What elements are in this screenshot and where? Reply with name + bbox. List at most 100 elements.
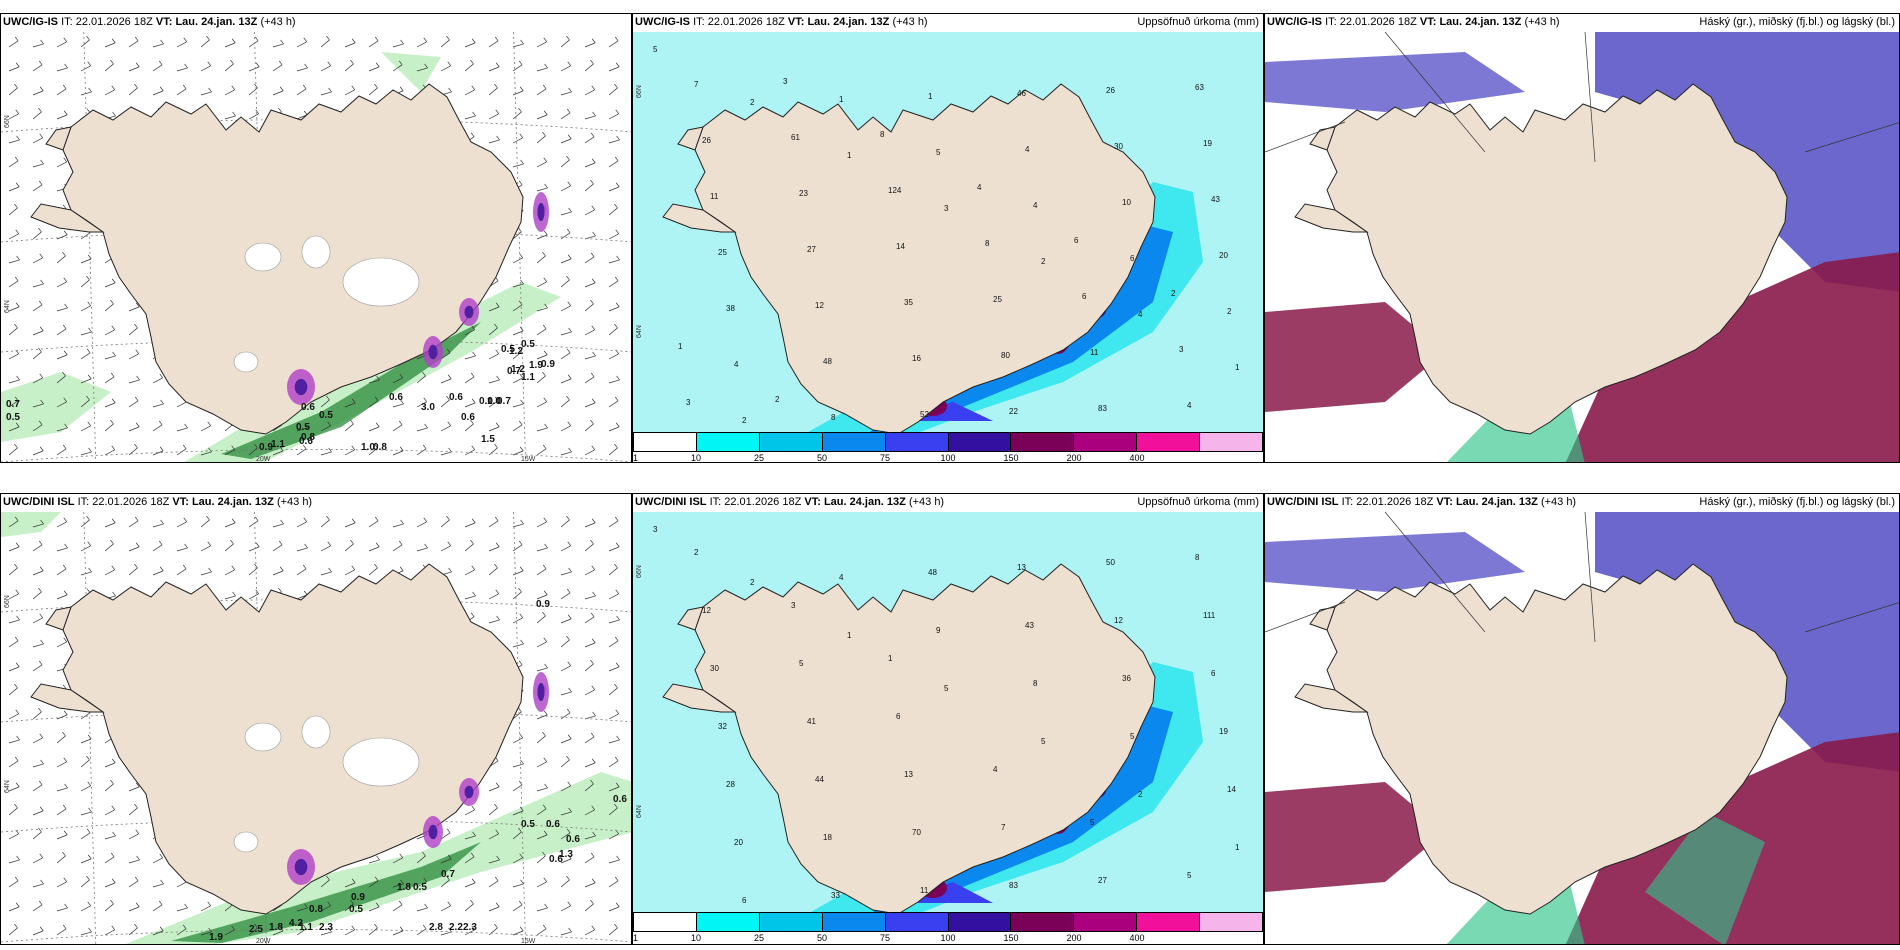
wind-barb-feather [518, 780, 523, 786]
wind-barb-feather [496, 375, 500, 381]
value-label: 0.9 [259, 442, 273, 453]
wind-barb [176, 88, 187, 96]
wind-barb-feather [614, 323, 618, 329]
wind-barb [128, 807, 138, 816]
wind-barb-feather [422, 851, 426, 857]
wind-barb [128, 546, 140, 552]
value-label: 0.6 [389, 392, 403, 403]
wind-barb [32, 351, 42, 360]
wind-barb [176, 67, 188, 72]
wind-barb-feather [448, 87, 452, 93]
wind-barb [176, 907, 188, 912]
wind-barb-feather [400, 879, 404, 885]
wind-barb [56, 88, 67, 96]
wind-barb [512, 883, 524, 888]
colorbar-tick-label: 75 [879, 933, 891, 943]
wind-barb-feather [591, 685, 595, 691]
wind-barb-feather [111, 925, 115, 931]
value-label: 3 [783, 77, 788, 86]
wind-barb-feather [566, 755, 570, 761]
value-label: 1.5 [481, 434, 495, 445]
wind-barb-feather [567, 421, 571, 427]
iceland-coast [1326, 563, 1788, 915]
wind-barb-feather [519, 853, 523, 859]
wind-barb-feather [183, 37, 187, 43]
wind-barb [464, 329, 475, 336]
wind-barb-feather [254, 923, 258, 929]
wind-barb-feather [110, 779, 114, 785]
wind-barb [512, 90, 524, 96]
wind-barb [56, 714, 68, 720]
wind-barb [272, 904, 283, 912]
wind-barb-feather [254, 36, 259, 42]
wind-barb [56, 161, 67, 168]
colorbar-swatch [633, 433, 696, 451]
wind-barb-feather [495, 542, 500, 548]
wind-barb-feather [64, 783, 68, 789]
value-label: 0.7 [6, 399, 20, 410]
wind-barb-feather [615, 589, 619, 595]
wind-barb [512, 283, 524, 288]
wind-barb-feather [38, 900, 43, 906]
wind-barb [8, 160, 19, 168]
wind-barb [128, 880, 139, 888]
map-panel-bottom-right: UWC/DINI ISL IT: 22.01.2026 18Z VT: Lau.… [1264, 493, 1900, 945]
wind-barb [512, 43, 524, 48]
wind-barb [584, 162, 596, 168]
wind-barb-feather [615, 422, 620, 428]
wind-barb-feather [520, 279, 524, 285]
wind-barb [80, 811, 92, 816]
wind-barb [224, 42, 236, 48]
wind-barb-feather [134, 396, 139, 402]
wind-barb [584, 63, 594, 72]
wind-barb-feather [112, 111, 116, 117]
wind-barb-feather [111, 518, 116, 524]
value-label: 44 [815, 775, 824, 784]
colorbar-swatches [633, 432, 1264, 452]
wind-barb-feather [494, 563, 498, 569]
wind-barb [56, 234, 68, 240]
wind-barb [608, 619, 620, 624]
wind-barb-feather [615, 542, 620, 548]
value-label: 0.9 [536, 599, 550, 610]
wind-barb [464, 423, 474, 432]
wind-barb-feather [63, 277, 67, 283]
wind-barb-feather [470, 899, 474, 905]
wind-barb [80, 712, 91, 720]
boundary-line [1584, 32, 1596, 163]
wind-barb [464, 856, 475, 864]
wind-barb-feather [279, 566, 284, 572]
wind-barb-feather [520, 759, 524, 765]
wind-barb [32, 523, 44, 528]
wind-barb-feather [63, 157, 67, 163]
wind-barb [488, 113, 499, 120]
value-label: 48 [928, 568, 937, 577]
wind-barb-feather [255, 589, 259, 595]
wind-barb [560, 811, 572, 816]
value-label: 3 [791, 601, 796, 610]
wind-barb [296, 928, 307, 936]
wind-barb [536, 281, 547, 288]
colorbar-tick-label: 400 [1129, 453, 1145, 463]
wind-barb [560, 571, 572, 576]
value-label: 7 [1001, 823, 1006, 832]
wind-barb-feather [542, 131, 546, 137]
wind-barb [584, 569, 595, 576]
iceland-peninsula [677, 606, 704, 631]
wind-barb [512, 591, 522, 600]
value-label: 4 [993, 765, 998, 774]
value-label: 0.7 [441, 869, 455, 880]
wind-barb [608, 233, 619, 240]
wind-barb-feather [520, 39, 524, 45]
wind-barb [536, 907, 548, 912]
value-label: 8 [831, 413, 836, 422]
wind-barb [488, 66, 500, 72]
wind-barb [464, 569, 475, 576]
wind-barb [56, 834, 68, 840]
wind-barb [608, 906, 620, 912]
wind-barb [608, 379, 620, 384]
axis-label: 66N [636, 565, 643, 578]
wind-barb-feather [446, 35, 450, 41]
wind-barb [128, 306, 140, 312]
wind-barb-feather [590, 179, 594, 185]
